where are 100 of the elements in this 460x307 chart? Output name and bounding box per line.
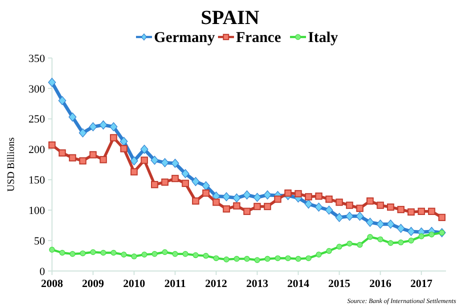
point <box>294 190 302 198</box>
legend-label: Italy <box>308 30 338 46</box>
point <box>161 178 168 186</box>
point <box>181 169 190 178</box>
point <box>398 239 404 246</box>
point <box>325 196 333 203</box>
point <box>130 156 138 166</box>
point <box>346 240 352 247</box>
point <box>90 249 96 256</box>
point <box>316 252 322 258</box>
point <box>376 220 384 229</box>
point <box>336 244 342 250</box>
point <box>346 212 354 221</box>
point <box>396 224 405 233</box>
point <box>222 205 230 213</box>
point <box>68 154 76 162</box>
point <box>356 204 364 212</box>
point <box>224 256 230 262</box>
x-tick-label: 2015 <box>328 278 351 290</box>
y-axis-title: USD Billions <box>6 137 17 192</box>
point <box>100 250 106 256</box>
point <box>150 156 159 165</box>
point <box>232 193 241 202</box>
point <box>386 220 394 229</box>
point <box>99 120 108 130</box>
x-tick-label: 2013 <box>246 278 269 290</box>
point <box>438 214 446 222</box>
point <box>285 255 291 262</box>
point <box>79 157 86 164</box>
x-tick-label: 2011 <box>164 278 186 290</box>
point <box>48 78 56 87</box>
point <box>152 251 158 257</box>
x-tick-label: 2010 <box>123 278 146 290</box>
point <box>203 252 209 259</box>
point <box>356 242 363 248</box>
point <box>130 168 138 176</box>
point <box>80 250 86 256</box>
point <box>418 208 425 215</box>
point <box>110 250 116 256</box>
point <box>335 212 344 222</box>
point <box>172 174 179 182</box>
y-tick-label: 250 <box>28 114 46 126</box>
point <box>213 255 220 262</box>
point <box>202 190 210 197</box>
point <box>304 200 312 209</box>
point <box>140 144 148 154</box>
point <box>304 193 312 200</box>
point <box>367 234 373 240</box>
y-tick-label: 350 <box>28 52 46 65</box>
point <box>212 198 220 206</box>
y-tick-label: 300 <box>28 83 46 96</box>
point <box>274 255 281 262</box>
point <box>58 149 66 157</box>
point <box>100 156 107 164</box>
point <box>68 112 76 122</box>
point <box>346 202 354 209</box>
point <box>377 236 384 242</box>
y-tick-label: 100 <box>28 204 46 217</box>
point <box>233 202 240 210</box>
point <box>162 249 168 256</box>
point <box>254 257 260 263</box>
point <box>192 197 200 205</box>
point <box>326 248 332 254</box>
x-tick-label: 2014 <box>287 278 310 290</box>
point <box>110 134 118 142</box>
point <box>397 206 404 214</box>
y-tick-label: 0 <box>40 266 46 278</box>
point <box>264 190 272 200</box>
point <box>356 212 364 221</box>
point <box>120 136 128 146</box>
point <box>428 232 435 238</box>
y-tick-label: 50 <box>34 235 46 248</box>
point <box>407 226 416 236</box>
point <box>110 122 118 132</box>
point <box>284 190 292 197</box>
x-tick-label: 2008 <box>41 278 64 290</box>
point <box>428 208 436 215</box>
point <box>160 158 169 168</box>
x-tick-label: 2012 <box>205 278 228 290</box>
y-tick-label: 150 <box>28 174 46 187</box>
point <box>58 96 66 106</box>
point <box>264 256 270 262</box>
point <box>253 192 262 202</box>
point <box>243 208 251 215</box>
point <box>140 156 148 164</box>
point <box>243 190 251 200</box>
point <box>274 196 282 203</box>
legend-label: Germany <box>154 30 216 46</box>
point <box>325 206 333 215</box>
x-tick-label: 2009 <box>82 278 105 290</box>
point <box>408 238 414 244</box>
point <box>172 251 178 257</box>
point <box>366 197 374 205</box>
point <box>89 122 97 132</box>
point <box>336 198 343 206</box>
legend-label: France <box>236 30 282 46</box>
point <box>141 252 148 258</box>
point <box>59 250 66 256</box>
point <box>182 180 189 187</box>
point <box>306 255 312 262</box>
